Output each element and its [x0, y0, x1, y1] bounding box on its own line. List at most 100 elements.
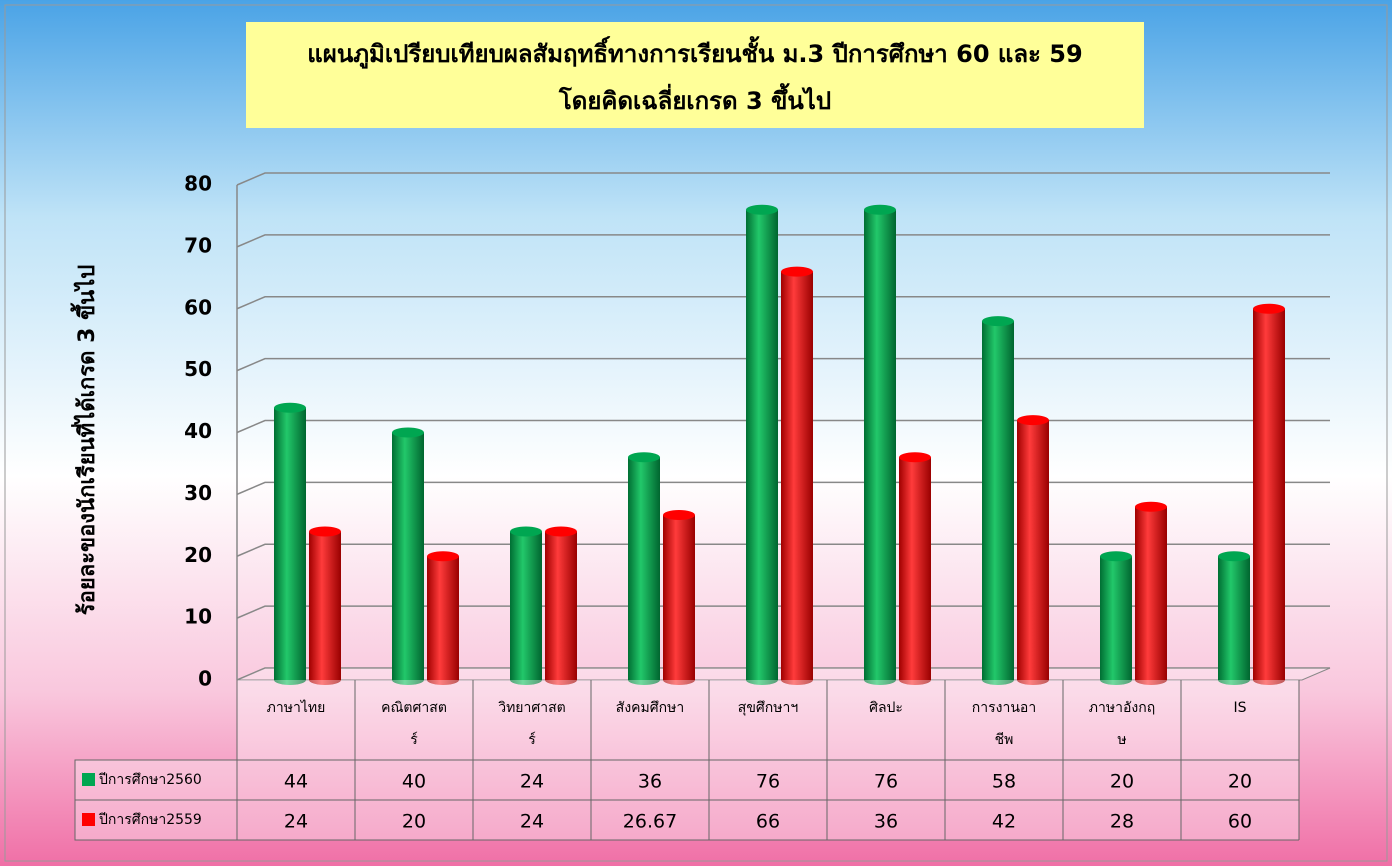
y-tick-label: 50 — [184, 357, 212, 381]
bar-cap — [746, 204, 778, 215]
x-tick-label: วิทยาศาสตร์ — [498, 700, 566, 748]
bar — [274, 407, 306, 680]
grid-line — [236, 357, 1330, 372]
x-tick-label-box: การงานอาชีพ — [972, 700, 1036, 748]
grid-line — [236, 296, 1330, 310]
bar — [309, 531, 341, 680]
y-tick-label: 0 — [198, 667, 212, 691]
legend-label: ปีการศึกษา2560 — [99, 772, 202, 788]
bar-base — [628, 675, 660, 685]
frame — [4, 4, 1388, 862]
y-tick-label: 10 — [184, 605, 212, 629]
bar-cap — [663, 509, 695, 520]
x-tick-label-box: IS — [1233, 700, 1247, 716]
bar — [427, 556, 459, 680]
x-tick-label: สังคมศึกษา — [615, 700, 685, 716]
x-tick-label-box: ศิลปะ — [869, 700, 903, 716]
bar-cap — [274, 402, 306, 413]
x-tick-label: ภาษาอังกฤษ — [1088, 700, 1156, 748]
table-value: 76 — [756, 771, 780, 793]
bar — [510, 531, 542, 680]
bar — [663, 514, 695, 680]
table-value: 60 — [1228, 811, 1252, 833]
bar — [864, 209, 896, 680]
x-tick-label-box: วิทยาศาสตร์ — [498, 700, 566, 748]
x-tick-label-box: ภาษาอังกฤษ — [1088, 700, 1156, 748]
y-tick-label: 30 — [184, 481, 212, 505]
table-value: 20 — [402, 811, 426, 833]
bar-cap — [545, 526, 577, 537]
title-box — [246, 22, 1144, 128]
x-tick-label: สุขศึกษาฯ — [737, 700, 799, 716]
bar-base — [864, 675, 896, 685]
bar-base — [510, 675, 542, 685]
table-value: 24 — [520, 771, 544, 793]
chart-subtitle: โดยคิดเฉลี่ยเกรด 3 ขึ้นไป — [558, 82, 831, 115]
bar-cap — [982, 316, 1014, 327]
bar — [1100, 556, 1132, 680]
bar-cap — [427, 551, 459, 562]
bar-base — [746, 675, 778, 685]
bar — [1017, 420, 1049, 680]
grid-line — [236, 419, 1330, 434]
table-value: 20 — [1110, 771, 1134, 793]
legend-swatch — [82, 813, 95, 826]
table-value: 36 — [638, 771, 662, 793]
table-value: 42 — [992, 811, 1016, 833]
bar — [392, 432, 424, 680]
bar — [1135, 506, 1167, 680]
bar — [899, 457, 931, 680]
table-value: 24 — [284, 811, 308, 833]
table-value: 24 — [520, 811, 544, 833]
bar — [982, 321, 1014, 680]
bar — [545, 531, 577, 680]
legend-label: ปีการศึกษา2559 — [99, 812, 202, 828]
bar — [781, 271, 813, 680]
bar-base — [274, 675, 306, 685]
x-tick-label-box: สังคมศึกษา — [615, 700, 685, 716]
y-tick-label: 60 — [184, 295, 212, 319]
table-value: 26.67 — [623, 811, 677, 833]
y-tick-label: 40 — [184, 419, 212, 443]
legend-swatch — [82, 773, 95, 786]
x-tick-label-box: คณิตศาสตร์ — [381, 700, 447, 748]
bar-base — [427, 675, 459, 685]
bar-cap — [1218, 551, 1250, 562]
x-tick-label: คณิตศาสตร์ — [381, 700, 447, 748]
bar-base — [1253, 675, 1285, 685]
y-tick-label: 80 — [184, 172, 212, 196]
bar-base — [309, 675, 341, 685]
bar-base — [982, 675, 1014, 685]
bar-base — [545, 675, 577, 685]
y-tick-label: 20 — [184, 543, 212, 567]
grid-line — [236, 605, 1330, 619]
bar-cap — [392, 427, 424, 438]
bar — [1253, 308, 1285, 680]
bar-base — [1017, 675, 1049, 685]
grid-line — [236, 543, 1330, 557]
bar-cap — [510, 526, 542, 537]
table-value: 40 — [402, 771, 426, 793]
y-tick-label: 70 — [184, 233, 212, 257]
y-axis-label: ร้อยละของนักเรียนที่ได้เกรด 3 ขึ้นไป — [70, 265, 100, 615]
table-value: 66 — [756, 811, 780, 833]
bar-cap — [899, 452, 931, 463]
bar-cap — [864, 204, 896, 215]
table-value: 76 — [874, 771, 898, 793]
bar-base — [1218, 675, 1250, 685]
grid-line — [236, 172, 1330, 186]
table-value: 36 — [874, 811, 898, 833]
bar-cap — [1100, 551, 1132, 562]
bar-cap — [1253, 303, 1285, 314]
grid-line — [236, 234, 1330, 248]
grid-line — [236, 481, 1330, 496]
bar-cap — [781, 266, 813, 277]
x-tick-label: IS — [1233, 700, 1247, 716]
table-value: 28 — [1110, 811, 1134, 833]
x-tick-label-box: สุขศึกษาฯ — [737, 700, 799, 716]
bar-cap — [1017, 415, 1049, 426]
x-tick-label: ศิลปะ — [869, 700, 903, 716]
